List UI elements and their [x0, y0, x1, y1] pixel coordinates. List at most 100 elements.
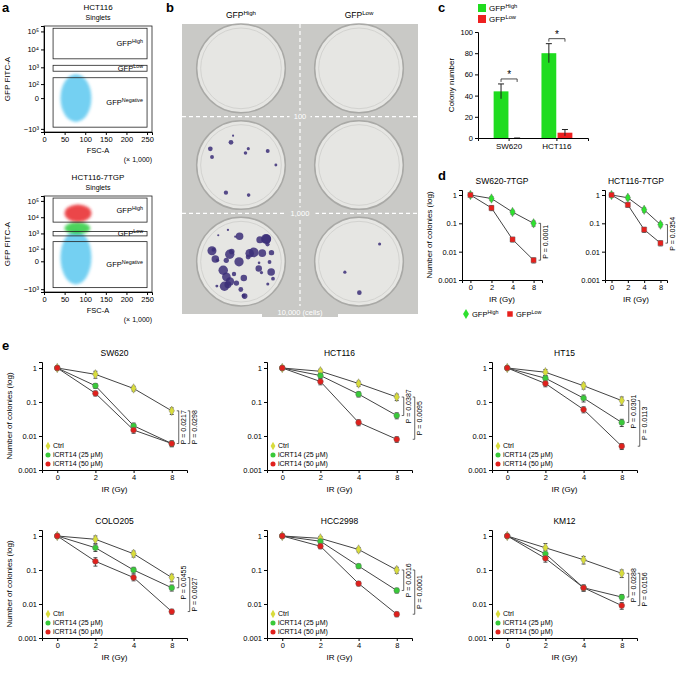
marker	[543, 555, 549, 561]
colony	[255, 265, 261, 271]
tick-mark	[489, 638, 492, 639]
legend-label: iCRT14 (50 μM)	[53, 628, 103, 636]
tick-mark	[489, 436, 492, 437]
tick: 0	[42, 132, 46, 144]
axis-line	[459, 191, 463, 281]
series-line	[470, 195, 533, 223]
marker	[356, 391, 362, 397]
error-bar	[170, 585, 174, 591]
error-cap	[546, 43, 552, 44]
marker	[543, 381, 549, 387]
tick: 10³	[28, 229, 44, 238]
tick: 2	[94, 638, 98, 650]
tick: 0.01	[247, 432, 267, 441]
y-axis-title: Number of colonies (log)	[5, 372, 14, 459]
y-axis: 0.0010.010.11	[468, 531, 492, 643]
tick: 8	[170, 470, 174, 482]
chart: 02480.0010.010.11Number of colonies (log…	[425, 176, 549, 319]
series-line	[57, 536, 171, 612]
error-cap	[620, 426, 624, 427]
error-bar	[620, 595, 624, 601]
marker	[394, 565, 399, 574]
title: HCC2998	[321, 516, 359, 526]
tick-mark	[264, 604, 267, 605]
tick-label: 0	[42, 135, 46, 144]
marker	[658, 220, 663, 229]
tick: 0.001	[243, 466, 267, 475]
series-line	[57, 368, 171, 444]
marker	[619, 420, 625, 426]
tick: 0	[610, 280, 614, 292]
column-label: GFPHigh	[226, 9, 256, 21]
marker	[581, 395, 587, 401]
title: HCT116	[324, 348, 355, 358]
x-axis-title: IR (Gy)	[102, 485, 128, 494]
colony	[226, 277, 234, 285]
label-base: GFP	[489, 15, 505, 24]
tick-label: 0	[506, 473, 510, 482]
tick: 0.1	[27, 398, 42, 407]
x-axis: 0248	[43, 470, 188, 482]
marker	[394, 413, 400, 419]
error-bar	[626, 203, 630, 207]
error-bar	[395, 437, 399, 443]
tick-mark	[41, 31, 44, 32]
legend-label: GFPLow	[516, 309, 541, 319]
well-rim	[201, 221, 282, 302]
significance-bracket	[413, 570, 415, 614]
legend-label: iCRT14 (50 μM)	[53, 460, 103, 468]
label-base: GFP	[489, 4, 505, 13]
tick: 0	[35, 257, 44, 266]
tick: 1	[483, 532, 492, 541]
series-line	[507, 536, 621, 597]
tick: 0.01	[472, 600, 492, 609]
tick-mark	[264, 368, 267, 369]
y-axis: −10³010²10³10⁴10⁵	[24, 197, 45, 295]
tick-mark	[489, 368, 492, 369]
tick-mark	[489, 470, 492, 471]
colony	[268, 260, 272, 264]
tick-label: 0.001	[581, 276, 600, 285]
tick: 2	[544, 470, 548, 482]
label-superscript: Low	[133, 63, 143, 69]
tick-mark	[41, 49, 44, 50]
marker	[169, 609, 175, 615]
tick-mark	[41, 217, 44, 218]
panel-letter: b	[166, 0, 174, 15]
axis-line	[489, 363, 493, 471]
error-cap	[93, 551, 97, 552]
tick-label: 60	[465, 70, 473, 79]
plot-area	[53, 198, 147, 288]
error-bar	[620, 444, 624, 450]
marker	[609, 192, 614, 197]
gate-label: GFPNegative	[106, 97, 143, 107]
marker	[531, 258, 536, 263]
culture-well	[197, 217, 286, 306]
marker	[581, 585, 587, 591]
tick-mark	[264, 436, 267, 437]
marker	[279, 533, 285, 539]
marker	[505, 531, 510, 540]
marker	[619, 396, 624, 405]
subtitle: Singlets	[86, 14, 111, 22]
marker	[658, 241, 663, 246]
marker	[356, 545, 361, 554]
colony	[267, 268, 275, 276]
marker	[279, 533, 285, 539]
marker	[93, 535, 98, 544]
tick: 0.001	[243, 634, 267, 643]
chart: 02480.0010.010.11HT15IR (Gy)P = 0.0301P …	[468, 348, 648, 494]
tick-label: 4	[357, 473, 361, 482]
tick-mark	[264, 470, 267, 471]
tick-mark	[475, 53, 478, 54]
x-axis: 0248	[268, 470, 413, 482]
row-label-background	[285, 207, 316, 218]
colony	[236, 233, 244, 241]
tick: 0.1	[590, 219, 605, 228]
tick: 250	[141, 132, 154, 144]
tick: 60	[465, 70, 478, 79]
plot-frame	[44, 26, 152, 132]
plot-area	[504, 363, 624, 449]
legend-marker	[270, 461, 275, 466]
tick: 150	[100, 292, 113, 304]
